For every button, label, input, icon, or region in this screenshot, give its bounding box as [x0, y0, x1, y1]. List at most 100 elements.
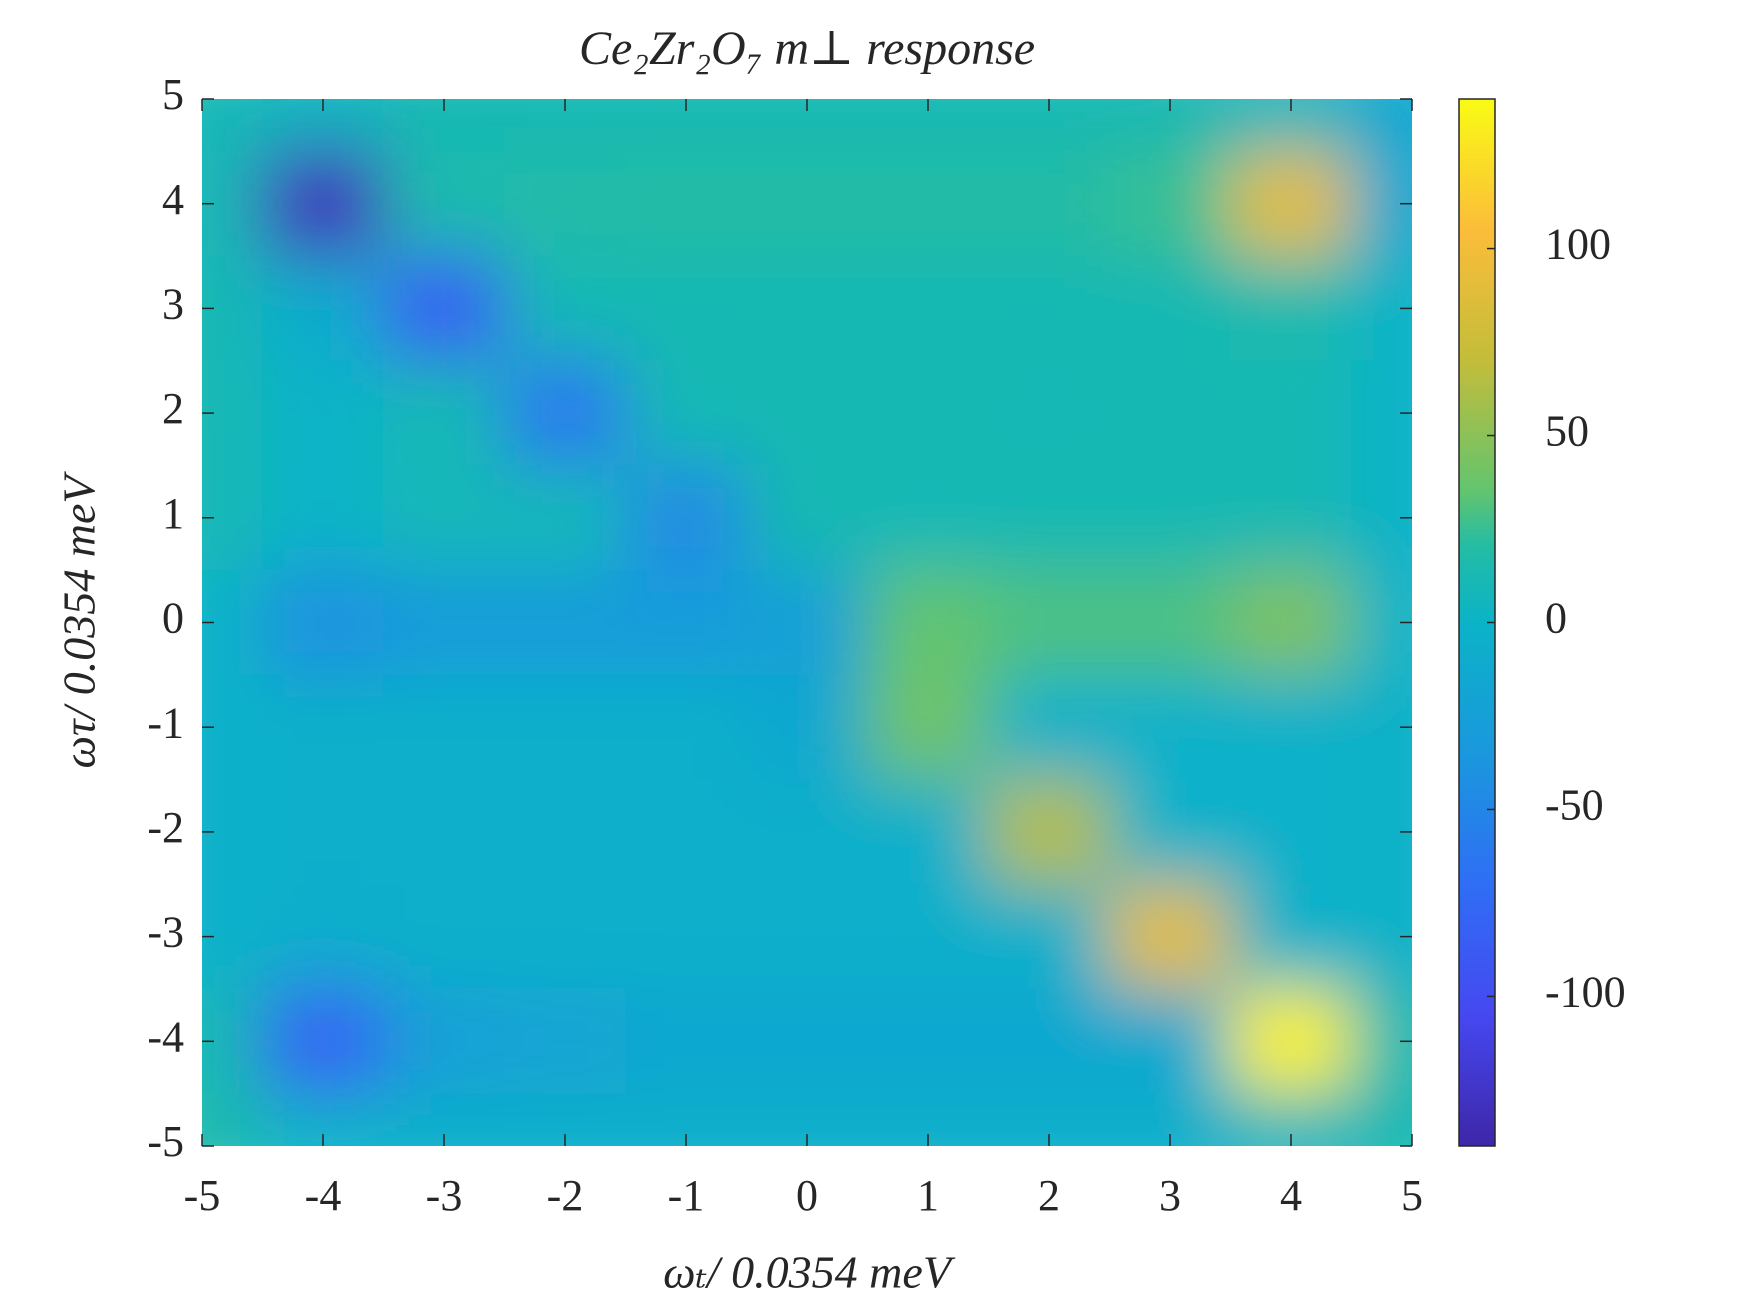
heatmap-cell — [1230, 150, 1352, 257]
heatmap-cell — [262, 150, 384, 257]
heatmap-cell — [383, 464, 505, 571]
chart-title: Ce₂Zr₂O₇ m⊥ response — [579, 22, 1035, 75]
heatmap-cell — [202, 99, 263, 152]
y-tick-label: 5 — [162, 70, 184, 119]
y-tick-label: -1 — [147, 698, 184, 747]
heatmap-cell — [625, 883, 747, 990]
heatmap-cell — [1351, 99, 1412, 152]
heatmap-cell — [746, 674, 868, 781]
colorbar-tick-label: -50 — [1545, 781, 1604, 830]
heatmap-cell — [262, 255, 384, 362]
heatmap-cell — [625, 464, 747, 571]
y-tick-label: -2 — [147, 803, 184, 852]
heatmap-cell — [504, 150, 626, 257]
heatmap-cell — [1230, 779, 1352, 885]
x-tick-label: -3 — [426, 1171, 463, 1220]
x-axis-label: ωₜ/ 0.0354 meV — [663, 1247, 956, 1298]
heatmap-cell — [504, 464, 626, 571]
heatmap-cell — [625, 674, 747, 781]
y-tick-label: 0 — [162, 594, 184, 643]
x-tick-label: 1 — [917, 1171, 939, 1220]
heatmap-cell — [746, 464, 868, 571]
heatmap-cell — [746, 360, 868, 466]
heatmap-cell — [383, 150, 505, 257]
y-tick-label: -5 — [147, 1117, 184, 1166]
heatmap-cell — [625, 150, 747, 257]
heatmap-cell — [867, 674, 989, 781]
heatmap-cell — [262, 360, 384, 466]
heatmap-cell — [504, 988, 626, 1095]
heatmap-cell — [504, 674, 626, 781]
x-tick-label: -2 — [547, 1171, 584, 1220]
axes: -5 -4 -3 -2 -1 0 1 2 3 4 5 -5 -4 -3 -2 -1 0 1 2 3 4 5 -100 -50 0… — [147, 70, 1625, 1220]
y-tick-label: -4 — [147, 1012, 184, 1061]
heatmap-cell — [625, 988, 747, 1095]
x-tick-label: 3 — [1159, 1171, 1181, 1220]
y-tick-label: 3 — [162, 279, 184, 328]
y-tick-label: -3 — [147, 908, 184, 957]
heatmap-cell — [262, 988, 384, 1095]
heatmap-cell — [746, 883, 868, 990]
heatmap-cell — [746, 988, 868, 1095]
heatmap-cell — [625, 779, 747, 885]
heatmap-cell — [988, 464, 1110, 571]
colorbar-tick-label: 100 — [1545, 220, 1611, 269]
heatmap-cell — [988, 150, 1110, 257]
heatmap-cell — [262, 674, 384, 781]
heatmap-cell — [383, 360, 505, 466]
heatmap-cell — [746, 255, 868, 362]
heatmap-cell — [202, 1093, 263, 1146]
heatmap-cell — [746, 150, 868, 257]
y-tick-label: 2 — [162, 384, 184, 433]
heatmap-cell — [988, 569, 1110, 676]
heatmap-cell — [1109, 150, 1231, 257]
heatmap-cell — [504, 883, 626, 990]
heatmap-cell — [1109, 988, 1231, 1095]
heatmap-cell — [504, 779, 626, 885]
heatmap-cell — [383, 569, 505, 676]
heatmap-cell — [1230, 360, 1352, 466]
y-tick-label: 4 — [162, 175, 184, 224]
heatmap-cell — [1230, 255, 1352, 362]
heatmap-cell — [262, 883, 384, 990]
heatmap-cell — [625, 360, 747, 466]
heatmap-cell — [1230, 988, 1352, 1095]
heatmap-cell — [262, 464, 384, 571]
x-tick-label: -5 — [184, 1171, 221, 1220]
heatmap-cell — [1230, 674, 1352, 781]
heatmap-cell — [504, 569, 626, 676]
heatmap-cell — [1109, 883, 1231, 990]
colorbar-tick-label: 0 — [1545, 594, 1567, 643]
heatmap-cell — [988, 360, 1110, 466]
heatmap-cells — [202, 99, 1412, 1146]
heatmap-cell — [262, 779, 384, 885]
heatmap-cell — [625, 569, 747, 676]
heatmap-cell — [988, 779, 1110, 885]
plot-area — [202, 99, 1412, 1146]
colorbar-tick-label: 50 — [1545, 407, 1589, 456]
heatmap-cell — [867, 255, 989, 362]
heatmap-cell — [746, 779, 868, 885]
heatmap-cell — [1230, 883, 1352, 990]
x-tick-label: -1 — [668, 1171, 705, 1220]
y-tick-label: 1 — [162, 489, 184, 538]
heatmap-cell — [1109, 569, 1231, 676]
heatmap-cell — [383, 255, 505, 362]
heatmap-cell — [867, 569, 989, 676]
heatmap-cell — [867, 360, 989, 466]
heatmap-cell — [1109, 360, 1231, 466]
x-tick-label: 0 — [796, 1171, 818, 1220]
heatmap-cell — [504, 360, 626, 466]
heatmap-cell — [867, 988, 989, 1095]
heatmap-cell — [1230, 464, 1352, 571]
heatmap-cell — [1351, 1093, 1412, 1146]
y-axis-label: ωτ/ 0.0354 meV — [54, 471, 105, 769]
heatmap-cell — [867, 464, 989, 571]
heatmap-cell — [1230, 569, 1352, 676]
x-tick-label: 4 — [1280, 1171, 1302, 1220]
x-tick-label: -4 — [305, 1171, 342, 1220]
heatmap-cell — [504, 255, 626, 362]
heatmap-cell — [988, 255, 1110, 362]
